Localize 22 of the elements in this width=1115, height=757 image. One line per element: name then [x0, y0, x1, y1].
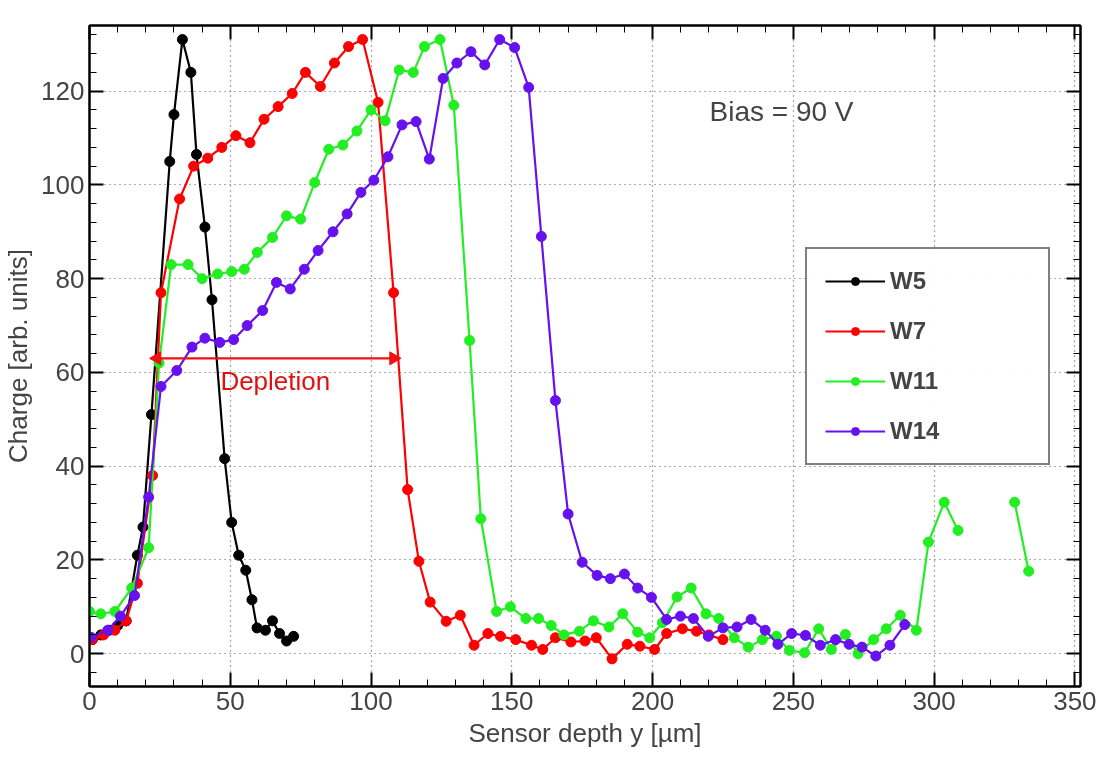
legend-label: W14 [890, 416, 941, 445]
x-tick-label: 300 [912, 685, 956, 716]
legend-label: W5 [890, 266, 927, 295]
y-tick-label: 40 [55, 451, 85, 482]
x-tick-label: 250 [771, 685, 816, 716]
x-tick-label: 200 [630, 685, 675, 716]
x-tick-label: 350 [1053, 685, 1097, 716]
y-tick-label: 120 [41, 76, 85, 107]
legend-label: W7 [890, 316, 927, 345]
x-axis-title: Sensor depth y [µm] [468, 717, 702, 748]
y-tick-label: 80 [55, 263, 85, 294]
x-tick-label: 100 [349, 685, 393, 716]
annotation: Depletion [220, 366, 331, 397]
x-tick-label: 150 [490, 685, 534, 716]
x-tick-label: 50 [215, 685, 245, 716]
legend-label: W11 [890, 366, 940, 395]
y-axis-title: Charge [arb. units] [3, 249, 34, 463]
annotation: Bias = 90 V [709, 95, 854, 127]
y-tick-label: 60 [55, 357, 85, 388]
y-tick-label: 100 [41, 169, 85, 200]
y-tick-label: 20 [55, 544, 85, 575]
y-tick-label: 0 [70, 638, 85, 669]
